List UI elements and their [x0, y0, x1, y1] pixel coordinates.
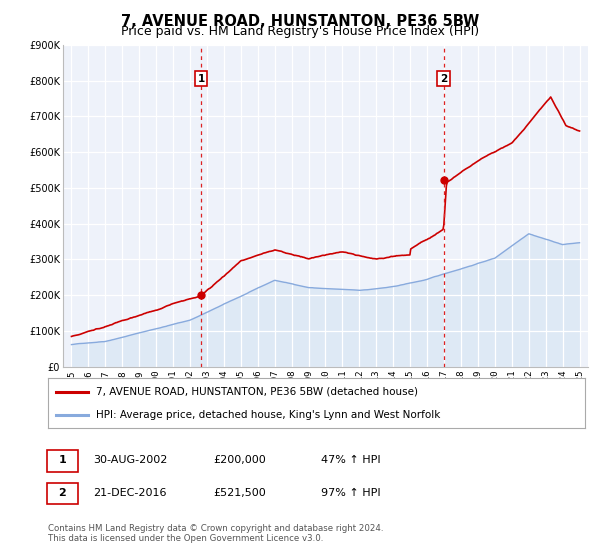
Text: 97% ↑ HPI: 97% ↑ HPI [321, 488, 380, 498]
Text: 30-AUG-2002: 30-AUG-2002 [93, 455, 167, 465]
Text: £521,500: £521,500 [213, 488, 266, 498]
Text: Price paid vs. HM Land Registry's House Price Index (HPI): Price paid vs. HM Land Registry's House … [121, 25, 479, 38]
Text: Contains HM Land Registry data © Crown copyright and database right 2024.
This d: Contains HM Land Registry data © Crown c… [48, 524, 383, 543]
Text: 1: 1 [197, 73, 205, 83]
Text: 2: 2 [59, 488, 66, 498]
Text: 7, AVENUE ROAD, HUNSTANTON, PE36 5BW (detached house): 7, AVENUE ROAD, HUNSTANTON, PE36 5BW (de… [97, 386, 418, 396]
Text: HPI: Average price, detached house, King's Lynn and West Norfolk: HPI: Average price, detached house, King… [97, 410, 441, 420]
Text: 1: 1 [59, 455, 66, 465]
Text: £200,000: £200,000 [213, 455, 266, 465]
Text: 7, AVENUE ROAD, HUNSTANTON, PE36 5BW: 7, AVENUE ROAD, HUNSTANTON, PE36 5BW [121, 14, 479, 29]
Text: 21-DEC-2016: 21-DEC-2016 [93, 488, 167, 498]
Text: 2: 2 [440, 73, 447, 83]
Text: 47% ↑ HPI: 47% ↑ HPI [321, 455, 380, 465]
